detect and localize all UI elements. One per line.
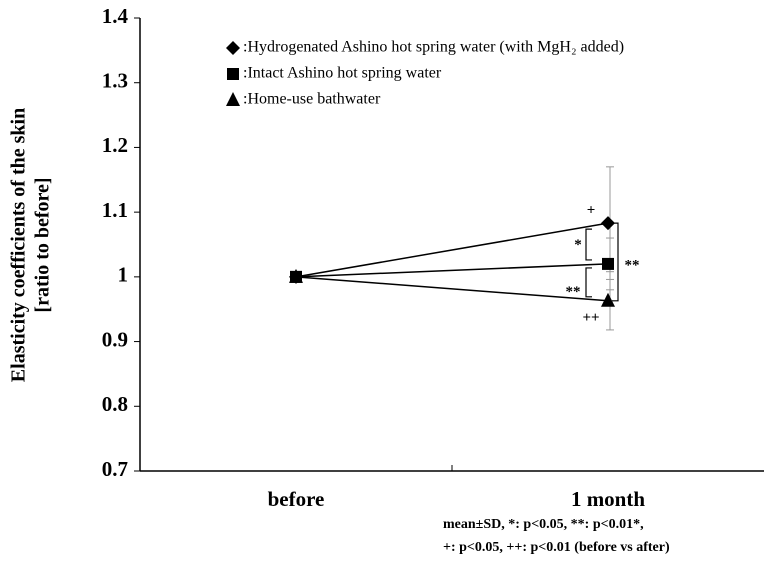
significance-bracket	[612, 222, 619, 302]
y-tick-label: 0.8	[102, 392, 128, 416]
marker-diamond	[226, 41, 240, 55]
marker-triangle	[601, 292, 615, 307]
legend-label: :Home-use bathwater	[243, 91, 381, 108]
series-line	[295, 263, 609, 278]
y-axis-title: Elasticity coefficients of the skin [rat…	[8, 108, 54, 382]
y-tick-label: 1.4	[102, 4, 129, 28]
annotation: *	[574, 237, 582, 253]
annotation: +	[587, 203, 596, 219]
marker-square	[602, 257, 614, 270]
series-line	[295, 222, 609, 278]
marker-triangle	[226, 92, 240, 106]
y-tick-label: 1.2	[102, 133, 128, 157]
legend-label: :Hydrogenated Ashino hot spring water (w…	[243, 39, 624, 56]
marker-triangle	[289, 268, 303, 283]
y-tick-label: 0.7	[102, 457, 128, 481]
legend-label: :Intact Ashino hot spring water	[243, 65, 442, 82]
significance-bracket	[585, 267, 592, 298]
y-tick-label: 1.1	[102, 198, 128, 222]
footnote: mean±SD, *: p<0.05, **: p<0.01*,	[443, 517, 644, 532]
annotation: **	[566, 284, 581, 300]
series-line	[295, 276, 609, 302]
marker-diamond	[601, 216, 615, 231]
annotation: **	[625, 257, 640, 273]
footnote: +: p<0.05, ++: p<0.01 (before vs after)	[443, 540, 670, 555]
marker-square	[227, 68, 239, 80]
annotation: ++	[582, 310, 599, 326]
y-axis-title-line: [ratio to before]	[32, 177, 54, 312]
y-tick-label: 0.9	[102, 327, 128, 351]
x-tick-label: 1 month	[571, 487, 645, 511]
y-axis-title-line: Elasticity coefficients of the skin	[8, 108, 30, 382]
y-tick-label: 1	[118, 263, 129, 287]
x-tick-label: before	[268, 487, 325, 511]
significance-bracket	[585, 228, 592, 261]
y-tick-label: 1.3	[102, 69, 128, 93]
